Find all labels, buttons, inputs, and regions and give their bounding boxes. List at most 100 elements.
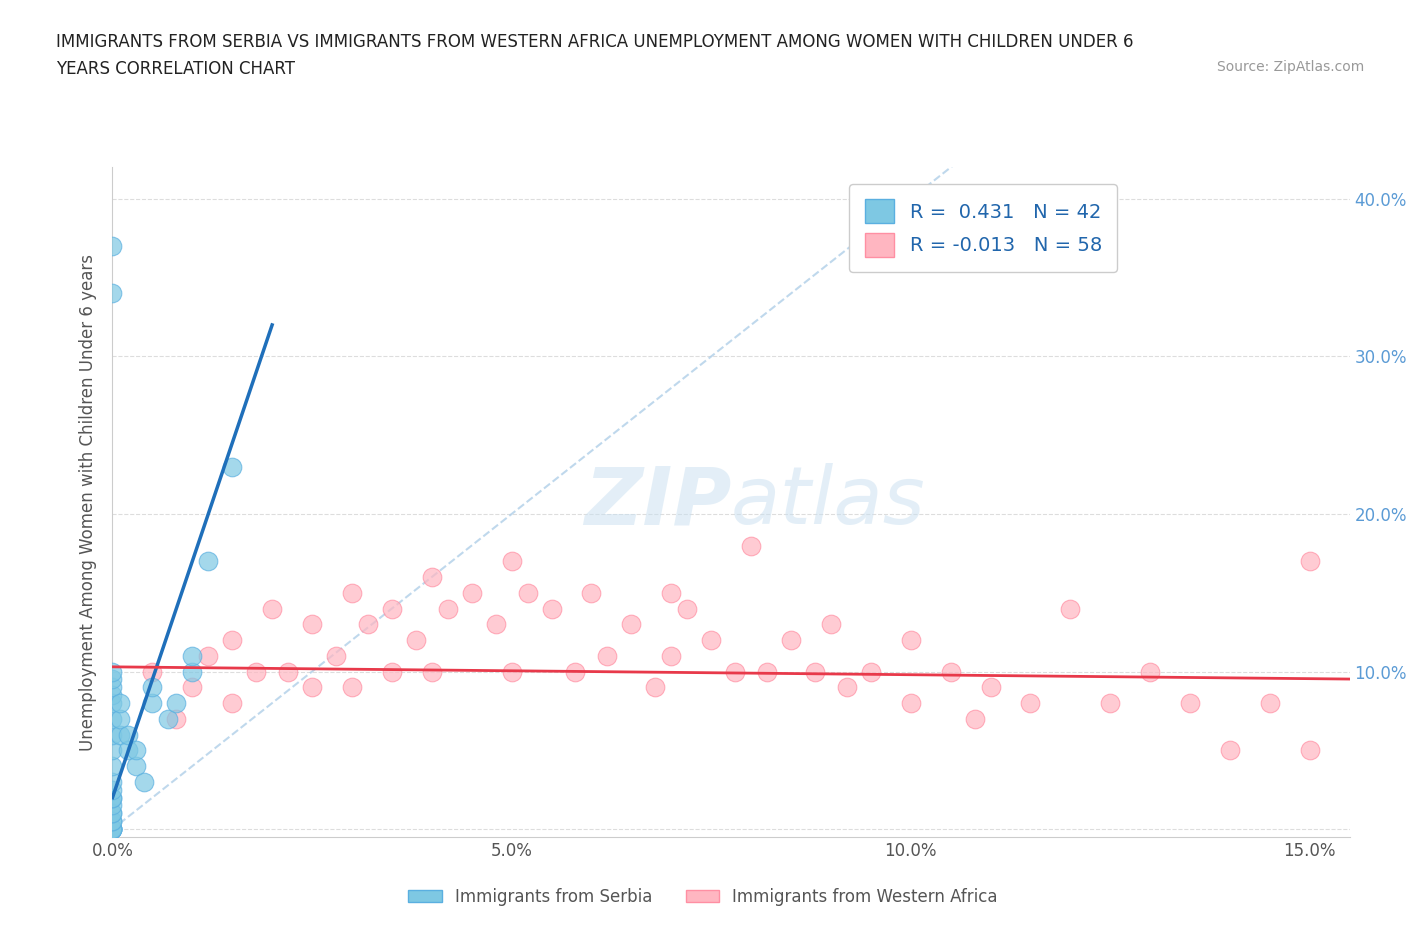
Point	[117, 743, 139, 758]
Point	[101, 822, 124, 837]
Point	[835, 680, 858, 695]
Point	[980, 680, 1002, 695]
Point	[101, 822, 124, 837]
Point	[900, 632, 922, 647]
Point	[110, 711, 132, 726]
Point	[157, 711, 180, 726]
Point	[110, 696, 132, 711]
Point	[596, 648, 619, 663]
Point	[245, 664, 267, 679]
Text: YEARS CORRELATION CHART: YEARS CORRELATION CHART	[56, 60, 295, 78]
Point	[197, 648, 219, 663]
Point	[485, 617, 508, 631]
Point	[1258, 696, 1281, 711]
Point	[277, 664, 299, 679]
Point	[1019, 696, 1042, 711]
Point	[221, 459, 243, 474]
Point	[581, 585, 603, 600]
Point	[101, 239, 124, 254]
Point	[381, 601, 404, 616]
Point	[101, 822, 124, 837]
Point	[325, 648, 347, 663]
Point	[740, 538, 762, 553]
Point	[141, 680, 163, 695]
Point	[110, 727, 132, 742]
Point	[101, 822, 124, 837]
Point	[134, 775, 156, 790]
Point	[804, 664, 827, 679]
Point	[181, 648, 204, 663]
Legend: Immigrants from Serbia, Immigrants from Western Africa: Immigrants from Serbia, Immigrants from …	[402, 881, 1004, 912]
Point	[420, 664, 443, 679]
Point	[1059, 601, 1081, 616]
Point	[125, 759, 148, 774]
Point	[620, 617, 643, 631]
Point	[101, 711, 124, 726]
Text: Source: ZipAtlas.com: Source: ZipAtlas.com	[1216, 60, 1364, 74]
Point	[141, 696, 163, 711]
Point	[262, 601, 284, 616]
Point	[381, 664, 404, 679]
Point	[420, 569, 443, 584]
Point	[501, 664, 523, 679]
Point	[963, 711, 986, 726]
Point	[405, 632, 427, 647]
Point	[301, 680, 323, 695]
Point	[197, 554, 219, 569]
Point	[1299, 554, 1322, 569]
Point	[780, 632, 803, 647]
Point	[700, 632, 723, 647]
Point	[357, 617, 380, 631]
Point	[101, 286, 124, 301]
Point	[900, 696, 922, 711]
Point	[501, 554, 523, 569]
Point	[644, 680, 666, 695]
Point	[165, 696, 187, 711]
Point	[221, 696, 243, 711]
Point	[101, 814, 124, 829]
Point	[101, 814, 124, 829]
Point	[181, 664, 204, 679]
Point	[724, 664, 747, 679]
Point	[756, 664, 779, 679]
Point	[1099, 696, 1122, 711]
Point	[101, 680, 124, 695]
Point	[820, 617, 842, 631]
Point	[1139, 664, 1161, 679]
Point	[859, 664, 882, 679]
Point	[301, 617, 323, 631]
Point	[101, 759, 124, 774]
Point	[676, 601, 699, 616]
Point	[141, 664, 163, 679]
Point	[117, 727, 139, 742]
Point	[101, 727, 124, 742]
Point	[165, 711, 187, 726]
Point	[101, 806, 124, 821]
Point	[101, 688, 124, 703]
Point	[125, 743, 148, 758]
Point	[101, 822, 124, 837]
Point	[659, 648, 682, 663]
Legend: R =  0.431   N = 42, R = -0.013   N = 58: R = 0.431 N = 42, R = -0.013 N = 58	[849, 184, 1118, 272]
Point	[460, 585, 482, 600]
Point	[101, 696, 124, 711]
Point	[101, 806, 124, 821]
Point	[564, 664, 586, 679]
Point	[101, 743, 124, 758]
Point	[1178, 696, 1201, 711]
Point	[340, 585, 363, 600]
Point	[181, 680, 204, 695]
Text: ZIP: ZIP	[583, 463, 731, 541]
Point	[540, 601, 562, 616]
Point	[1219, 743, 1241, 758]
Y-axis label: Unemployment Among Women with Children Under 6 years: Unemployment Among Women with Children U…	[79, 254, 97, 751]
Point	[101, 790, 124, 805]
Point	[101, 822, 124, 837]
Text: atlas: atlas	[731, 463, 927, 541]
Point	[659, 585, 682, 600]
Point	[516, 585, 538, 600]
Point	[939, 664, 962, 679]
Point	[101, 790, 124, 805]
Text: IMMIGRANTS FROM SERBIA VS IMMIGRANTS FROM WESTERN AFRICA UNEMPLOYMENT AMONG WOME: IMMIGRANTS FROM SERBIA VS IMMIGRANTS FRO…	[56, 33, 1133, 50]
Point	[101, 664, 124, 679]
